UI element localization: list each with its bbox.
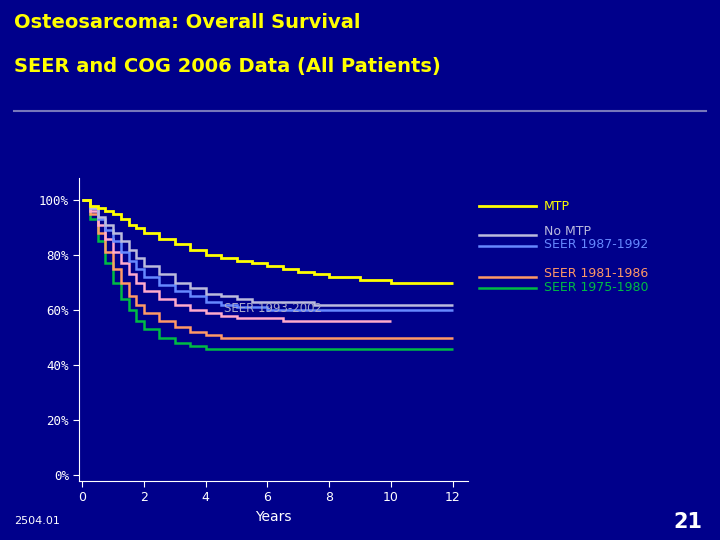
Text: No MTP: No MTP bbox=[544, 225, 590, 238]
Text: SEER 1975-1980: SEER 1975-1980 bbox=[544, 281, 648, 294]
Text: SEER 1987-1992: SEER 1987-1992 bbox=[544, 238, 648, 251]
Text: SEER and COG 2006 Data (All Patients): SEER and COG 2006 Data (All Patients) bbox=[14, 57, 441, 76]
Text: MTP: MTP bbox=[544, 200, 570, 213]
X-axis label: Years: Years bbox=[256, 510, 292, 524]
Text: 2504.01: 2504.01 bbox=[14, 516, 60, 526]
Text: SEER 1993-2002: SEER 1993-2002 bbox=[224, 302, 323, 315]
Text: Osteosarcoma: Overall Survival: Osteosarcoma: Overall Survival bbox=[14, 14, 361, 32]
Text: 21: 21 bbox=[673, 512, 702, 532]
Text: SEER 1981-1986: SEER 1981-1986 bbox=[544, 267, 648, 280]
